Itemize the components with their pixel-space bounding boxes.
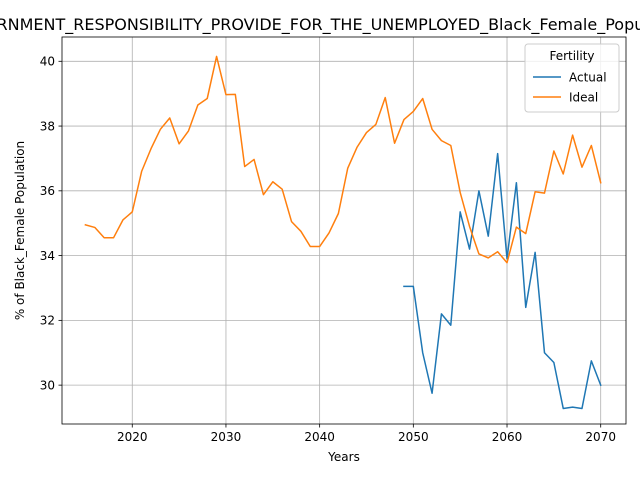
- y-tick-label: 36: [40, 184, 55, 198]
- x-tick-label: 2060: [492, 430, 523, 444]
- y-tick-label: 34: [40, 249, 55, 263]
- legend-label-ideal: Ideal: [569, 90, 598, 104]
- x-tick-label: 2040: [304, 430, 335, 444]
- x-tick-label: 2050: [398, 430, 429, 444]
- axis-ticks: 2020 2030 2040 2050 2060 2070 30 32 34 36 38 40: [40, 55, 616, 444]
- series-layer: [84, 55, 602, 410]
- legend-items: Actual Ideal: [533, 70, 607, 104]
- x-tick-label: 2070: [585, 430, 616, 444]
- y-tick-label: 38: [40, 119, 55, 133]
- y-axis-label: % of Black_Female Population: [13, 141, 27, 320]
- plot-frame: [61, 36, 627, 425]
- legend: Fertility Actual Ideal: [524, 43, 620, 113]
- legend-title: Fertility: [549, 49, 594, 63]
- x-tick-label: 2030: [211, 430, 242, 444]
- legend-label-actual: Actual: [569, 70, 607, 84]
- series-line-actual: [403, 152, 602, 410]
- y-tick-label: 30: [40, 378, 55, 392]
- y-tick-label: 32: [40, 314, 55, 328]
- legend-box: [524, 43, 620, 113]
- x-axis-label: Years: [327, 450, 360, 464]
- x-tick-label: 2020: [117, 430, 148, 444]
- y-tick-label: 40: [40, 55, 55, 69]
- chart-title: GOVERNMENT_RESPONSIBILITY_PROVIDE_FOR_TH…: [0, 15, 640, 35]
- series-line-ideal: [84, 55, 602, 264]
